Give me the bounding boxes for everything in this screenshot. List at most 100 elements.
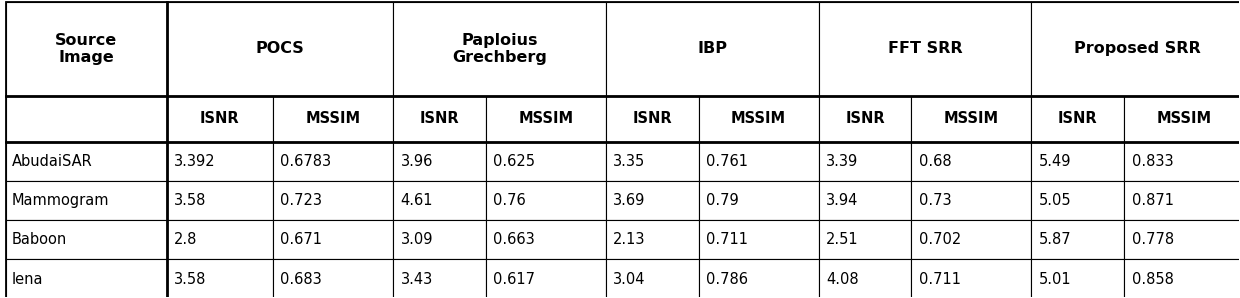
Bar: [1125, 220, 1240, 260]
Text: 3.58: 3.58: [174, 193, 206, 208]
Bar: [698, 142, 818, 181]
Text: 3.43: 3.43: [401, 272, 433, 287]
Text: 5.49: 5.49: [1039, 154, 1071, 169]
Text: 0.68: 0.68: [919, 154, 951, 169]
Bar: [818, 220, 911, 260]
Text: 0.6783: 0.6783: [280, 154, 331, 169]
Bar: [1032, 181, 1125, 220]
Text: 0.761: 0.761: [706, 154, 748, 169]
Bar: [166, 220, 273, 260]
Bar: [273, 96, 393, 142]
Text: Baboon: Baboon: [12, 232, 67, 247]
Text: 0.833: 0.833: [1132, 154, 1173, 169]
Text: Mammogram: Mammogram: [12, 193, 109, 208]
Bar: [1032, 96, 1125, 142]
Text: ISNR: ISNR: [1058, 111, 1097, 126]
Text: ISNR: ISNR: [419, 111, 459, 126]
Text: 2.13: 2.13: [614, 232, 646, 247]
Text: ISNR: ISNR: [846, 111, 885, 126]
Text: 2.51: 2.51: [826, 232, 859, 247]
Bar: [393, 181, 486, 220]
Text: 0.625: 0.625: [494, 154, 536, 169]
Text: MSSIM: MSSIM: [944, 111, 999, 126]
Text: 3.96: 3.96: [401, 154, 433, 169]
Bar: [166, 260, 273, 298]
Text: 4.08: 4.08: [826, 272, 859, 287]
Text: 0.683: 0.683: [280, 272, 322, 287]
Bar: [166, 2, 393, 96]
Bar: [486, 260, 606, 298]
Bar: [6, 142, 166, 181]
Text: 3.04: 3.04: [614, 272, 646, 287]
Bar: [273, 181, 393, 220]
Bar: [273, 260, 393, 298]
Text: ISNR: ISNR: [632, 111, 672, 126]
Text: AbudaiSAR: AbudaiSAR: [12, 154, 93, 169]
Text: 2.8: 2.8: [174, 232, 197, 247]
Text: 3.392: 3.392: [174, 154, 216, 169]
Text: POCS: POCS: [255, 41, 304, 56]
Bar: [1032, 260, 1125, 298]
Text: 0.871: 0.871: [1132, 193, 1173, 208]
Bar: [1032, 220, 1125, 260]
Text: Source
Image: Source Image: [55, 33, 118, 65]
Bar: [166, 96, 273, 142]
Text: 3.39: 3.39: [826, 154, 858, 169]
Text: MSSIM: MSSIM: [518, 111, 573, 126]
Bar: [273, 142, 393, 181]
Bar: [1032, 142, 1125, 181]
Bar: [818, 142, 911, 181]
Text: 3.94: 3.94: [826, 193, 858, 208]
Bar: [1125, 181, 1240, 220]
Bar: [393, 2, 606, 96]
Bar: [606, 181, 698, 220]
Text: IBP: IBP: [697, 41, 727, 56]
Text: Proposed SRR: Proposed SRR: [1075, 41, 1202, 56]
Bar: [273, 220, 393, 260]
Text: 4.61: 4.61: [401, 193, 433, 208]
Text: 5.05: 5.05: [1039, 193, 1071, 208]
Text: lena: lena: [12, 272, 43, 287]
Bar: [166, 181, 273, 220]
Text: 5.01: 5.01: [1039, 272, 1071, 287]
Bar: [1032, 2, 1240, 96]
Text: 0.711: 0.711: [706, 232, 748, 247]
Text: MSSIM: MSSIM: [732, 111, 786, 126]
Text: ISNR: ISNR: [200, 111, 239, 126]
Text: 0.702: 0.702: [919, 232, 961, 247]
Bar: [6, 260, 166, 298]
Bar: [698, 220, 818, 260]
Bar: [818, 96, 911, 142]
Text: FFT SRR: FFT SRR: [888, 41, 962, 56]
Bar: [698, 181, 818, 220]
Bar: [1125, 96, 1240, 142]
Bar: [1125, 142, 1240, 181]
Bar: [393, 96, 486, 142]
Text: 0.663: 0.663: [494, 232, 534, 247]
Text: 5.87: 5.87: [1039, 232, 1071, 247]
Text: 0.711: 0.711: [919, 272, 961, 287]
Bar: [911, 181, 1032, 220]
Bar: [606, 96, 698, 142]
Bar: [486, 181, 606, 220]
Text: 0.617: 0.617: [494, 272, 536, 287]
Text: 0.858: 0.858: [1132, 272, 1173, 287]
Text: 3.58: 3.58: [174, 272, 206, 287]
Bar: [606, 142, 698, 181]
Bar: [911, 260, 1032, 298]
Bar: [698, 96, 818, 142]
Text: 3.69: 3.69: [614, 193, 646, 208]
Text: 0.778: 0.778: [1132, 232, 1174, 247]
Bar: [911, 142, 1032, 181]
Bar: [818, 260, 911, 298]
Bar: [6, 220, 166, 260]
Text: 0.786: 0.786: [706, 272, 748, 287]
Bar: [911, 96, 1032, 142]
Bar: [486, 220, 606, 260]
Bar: [818, 2, 1032, 96]
Bar: [486, 96, 606, 142]
Bar: [486, 142, 606, 181]
Text: MSSIM: MSSIM: [305, 111, 361, 126]
Bar: [606, 220, 698, 260]
Bar: [1125, 260, 1240, 298]
